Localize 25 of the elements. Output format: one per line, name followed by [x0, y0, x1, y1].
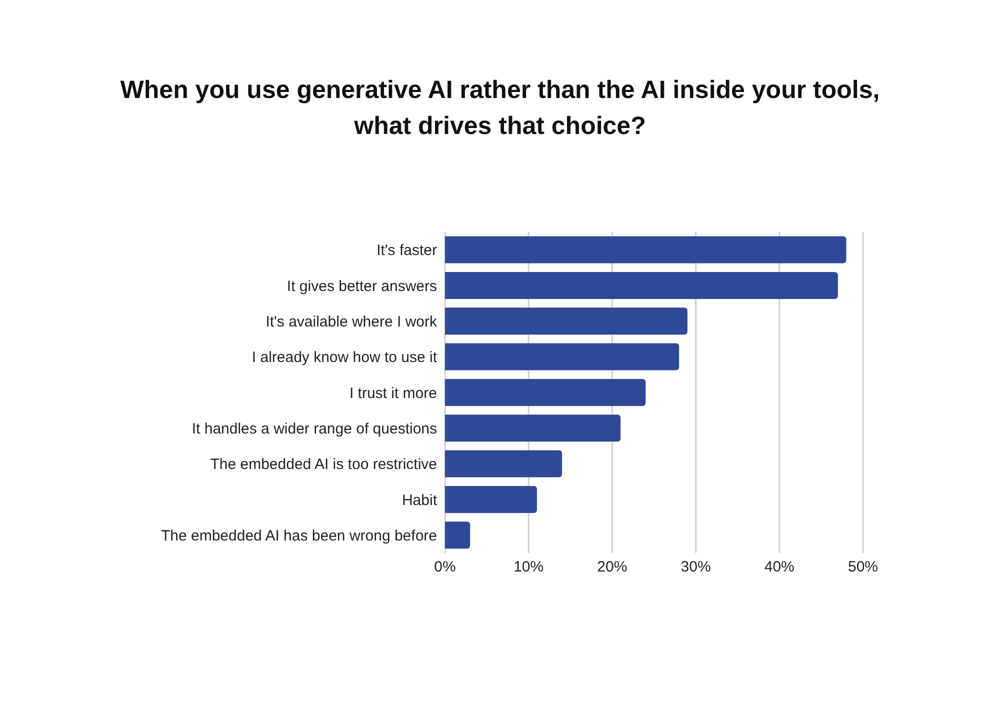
bar [445, 522, 470, 549]
y-tick-label: Habit [402, 492, 438, 509]
bar [445, 236, 846, 264]
y-tick-label: I already know how to use it [252, 349, 438, 366]
y-tick-label: The embedded AI is too restrictive [210, 456, 437, 474]
x-tick-label: 30% [680, 558, 711, 576]
y-tick-label: It handles a wider range of questions [192, 420, 437, 438]
x-tick-label: 50% [848, 558, 878, 576]
y-tick-label: The embedded AI has been wrong before [160, 527, 437, 544]
x-tick-label: 0% [434, 558, 456, 576]
chart-title: When you use generative AI rather than the AI inside your tools, what drives that choice? [119, 75, 881, 142]
x-tick-label: 40% [764, 558, 794, 576]
x-tick-label: 10% [514, 558, 544, 576]
bar [445, 414, 621, 442]
y-tick-label: It's faster [376, 242, 437, 260]
y-tick-label: It gives better answers [286, 278, 437, 295]
x-tick-label: 20% [597, 558, 628, 576]
bar [445, 378, 646, 406]
bar [445, 486, 537, 513]
y-tick-label: It's available where I work [266, 313, 438, 330]
bar [445, 272, 838, 299]
bar [445, 450, 562, 478]
bar [445, 343, 680, 370]
bar [445, 308, 688, 335]
y-tick-label: I trust it more [349, 384, 437, 402]
